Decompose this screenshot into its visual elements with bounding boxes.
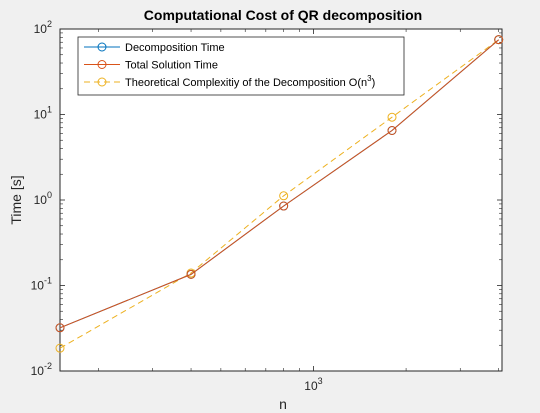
series-1-point — [279, 201, 289, 211]
y-axis-label: Time [s] — [8, 175, 24, 224]
y-axis-ticks: 10-2 10-1 100 101 102 — [31, 19, 502, 378]
series-2-point — [279, 191, 289, 201]
series-line-1 — [59, 39, 500, 329]
x-axis-label: n — [279, 396, 287, 412]
series-1-point — [387, 125, 397, 135]
legend-marker-1 — [97, 60, 107, 69]
y-tick-label: 101 — [34, 105, 52, 122]
legend-label-1: Total Solution Time — [125, 60, 218, 72]
x-tick-label: 103 — [304, 376, 322, 393]
y-tick-label: 102 — [34, 19, 52, 36]
legend-label-0: Decomposition Time — [125, 42, 225, 54]
legend-box — [77, 36, 405, 96]
y-tick-label: 100 — [34, 190, 52, 207]
legend: Decomposition Time Total Solution Time The… — [77, 36, 405, 96]
legend-marker-0 — [97, 42, 107, 52]
y-tick-label: 10-1 — [31, 276, 52, 293]
legend-items: Decomposition Time Total Solution Time The… — [84, 42, 375, 89]
series-layer — [55, 35, 504, 353]
series-2-point — [387, 112, 397, 122]
y-tick-label: 10-2 — [31, 361, 52, 378]
series-1-point — [55, 323, 65, 333]
x-axis-ticks: 103 — [98, 29, 500, 393]
series-line-2 — [59, 39, 499, 349]
series-2-point — [55, 343, 65, 353]
legend-label-2: Theoretical Complexitiy of the Decomposi… — [125, 74, 375, 89]
legend-marker-2 — [97, 77, 107, 87]
series-1-point — [494, 35, 504, 45]
series-1-point — [186, 269, 196, 279]
chart-title: Computational Cost of QR decomposition — [144, 7, 422, 23]
